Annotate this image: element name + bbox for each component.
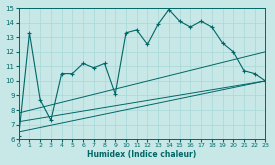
X-axis label: Humidex (Indice chaleur): Humidex (Indice chaleur) bbox=[87, 150, 197, 159]
